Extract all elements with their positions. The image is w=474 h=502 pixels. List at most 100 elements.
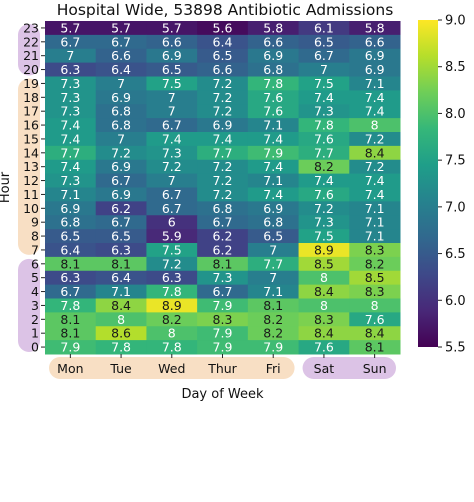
heatmap-cell [298,48,350,64]
heatmap-cell [197,312,249,327]
heatmap-cell [45,312,97,327]
y-tick-label: 23 [23,20,39,35]
heatmap-cell [349,340,401,355]
cell-value-label: 6.3 [162,270,182,285]
heatmap-cell [349,34,401,50]
heatmap-cell [247,298,300,313]
heatmap-cell [298,76,350,91]
heatmap-cell [298,62,350,77]
heatmap-cell [95,118,147,133]
heatmap-cell [349,145,401,161]
heatmap-cell [349,62,401,77]
cell-value-label: 6.8 [263,215,283,230]
cell-value-label: 7.4 [314,173,334,188]
cell-value-label: 7.4 [263,131,283,146]
heatmap-cell [95,76,147,91]
cell-value-label: 6.7 [314,48,334,63]
cell-value-label: 7.9 [213,326,233,341]
cell-value-label: 6.9 [111,159,131,174]
cell-value-label: 6.7 [111,173,131,188]
cell-value-label: 8.1 [60,312,80,327]
cell-value-label: 7.1 [263,284,283,299]
cell-value-label: 6.7 [213,215,233,230]
heatmap-cell [146,215,198,230]
cell-value-label: 7.7 [314,145,334,160]
cell-value-label: 5.8 [263,20,283,35]
heatmap-cell [298,34,350,50]
heatmap-cell [247,21,300,36]
cell-value-label: 7.2 [213,104,233,119]
colorbar-tick-label: 7.5 [445,154,466,169]
cell-value-label: 8.4 [111,298,131,313]
heatmap-cell [45,34,97,50]
cell-value-label: 6.7 [162,201,182,216]
cell-value-label: 7.9 [263,145,283,160]
heatmap-cell [298,312,350,327]
cell-value-label: 7.5 [162,76,182,91]
cell-value-label: 8.2 [263,326,283,341]
heatmap-cell [197,62,249,77]
cell-value-label: 7.3 [314,104,334,119]
y-tick-label: 21 [23,48,39,63]
cell-value-label: 8 [371,298,379,313]
y-tick-label: 20 [23,62,39,77]
heatmap-cell [197,215,249,230]
heatmap-cell [146,104,198,119]
cell-value-label: 7.4 [263,159,283,174]
cell-value-label: 7.9 [60,340,80,355]
cell-value-label: 7.4 [60,131,80,146]
cell-value-label: 6.2 [111,201,131,216]
heatmap-cell [45,104,97,119]
cell-value-label: 7.7 [263,256,283,271]
colorbar [418,20,438,347]
heatmap-cell [95,201,147,216]
cell-value-label: 7.4 [314,90,334,105]
cell-value-label: 6 [168,215,176,230]
cell-value-label: 8.1 [111,256,131,271]
heatmap-cell [247,270,300,286]
cell-value-label: 8.2 [162,312,182,327]
cell-value-label: 7 [168,104,176,119]
cell-value-label: 6.5 [263,229,283,244]
cell-value-label: 7.1 [263,118,283,133]
heatmap-cell [197,76,249,91]
y-tick-label: 15 [23,131,39,146]
cell-value-label: 6.9 [263,201,283,216]
heatmap-cell [247,187,300,202]
heatmap-cell [95,62,147,77]
heatmap-cell [298,187,350,202]
y-tick-label: 1 [31,326,39,341]
cell-value-label: 7.4 [60,159,80,174]
cell-value-label: 6.7 [60,34,80,49]
cell-value-label: 6.6 [213,62,233,77]
cell-value-label: 8 [168,326,176,341]
cell-value-label: 7.3 [213,270,233,285]
cell-value-label: 7.1 [365,215,385,230]
heatmap-cell [197,340,249,355]
heatmap-cell [45,243,97,258]
cell-value-label: 6.4 [213,34,233,49]
y-tick-label: 17 [23,104,39,119]
heatmap-cell [197,187,249,202]
cell-value-label: 8 [320,298,328,313]
heatmap-cell [197,326,249,341]
cell-value-label: 7.6 [314,187,334,202]
y-tick-label: 13 [23,159,39,174]
heatmap-cell [146,145,198,161]
heatmap-cell [45,76,97,91]
heatmap-cell [197,132,249,147]
heatmap-cell [247,62,300,77]
heatmap-cell [95,340,147,355]
heatmap-cell [247,201,300,216]
x-axis-label: Day of Week [181,387,264,402]
cell-value-label: 7.1 [60,187,80,202]
cell-value-label: 7.4 [365,187,385,202]
cell-value-label: 7.1 [365,76,385,91]
colorbar-tick-label: 8.5 [445,60,466,75]
heatmap-cell [45,132,97,147]
heatmap-cell [95,298,147,313]
x-tick-label: Thur [207,361,237,376]
y-tick-label: 22 [23,34,39,49]
colorbar-ticks: 5.5 6.0 6.5 7.0 7.5 8.0 8.5 9.0 [438,14,466,356]
heatmap-cell [146,312,198,327]
